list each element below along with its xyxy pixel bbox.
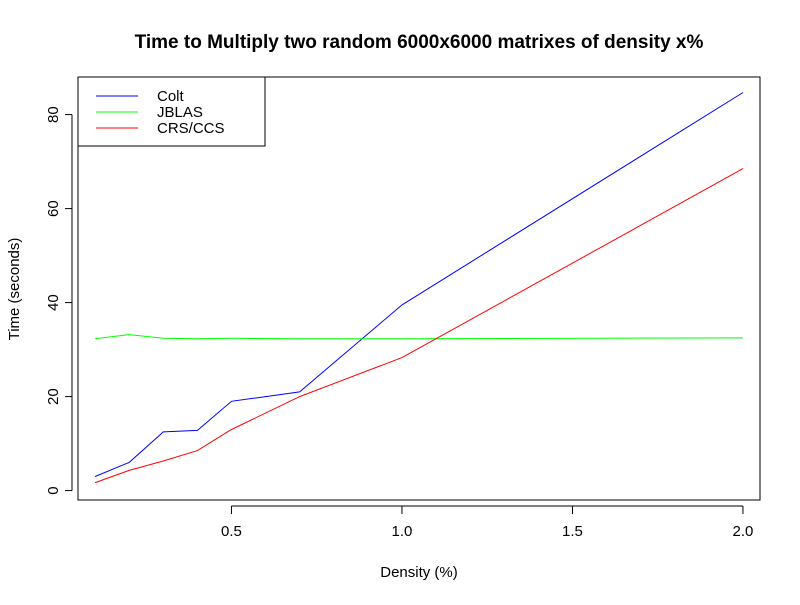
- y-tick-label: 20: [45, 388, 62, 405]
- x-tick-label: 1.5: [562, 523, 583, 540]
- series-line-jblas: [95, 334, 744, 340]
- x-tick-label: 0.5: [221, 523, 242, 540]
- series-line-colt: [94, 92, 744, 477]
- y-axis-label: Time (seconds): [6, 238, 23, 341]
- legend-label: Colt: [157, 88, 185, 105]
- legend-label: JBLAS: [157, 104, 203, 121]
- y-tick-label: 0: [45, 486, 62, 494]
- series-line-crs-ccs: [94, 168, 744, 484]
- x-tick-label: 2.0: [733, 523, 754, 540]
- y-tick-label: 80: [45, 106, 62, 123]
- plot-frame: [77, 76, 761, 501]
- x-axis-label: Density (%): [380, 564, 458, 581]
- chart-title: Time to Multiply two random 6000x6000 ma…: [135, 32, 704, 53]
- chart-text-layer: Time to Multiply two random 6000x6000 ma…: [6, 32, 703, 581]
- y-tick-label: 40: [45, 294, 62, 311]
- legend-label: CRS/CCS: [157, 120, 225, 137]
- x-tick-label: 1.0: [392, 523, 413, 540]
- y-tick-label: 60: [45, 200, 62, 217]
